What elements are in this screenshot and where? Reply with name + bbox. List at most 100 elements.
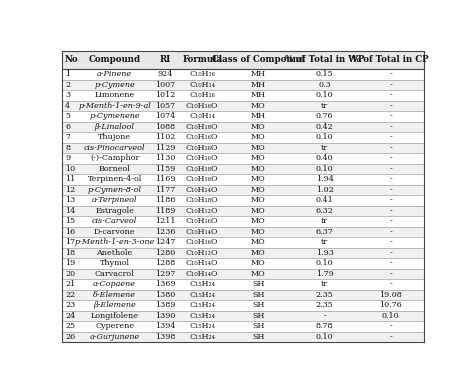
Text: SH: SH [252,280,264,288]
Text: β-Elemene: β-Elemene [93,301,136,309]
Text: % of Total in WP: % of Total in WP [285,56,364,64]
Text: p-Menth-1-en-3-one: p-Menth-1-en-3-one [74,239,155,246]
Text: SH: SH [252,301,264,309]
Bar [62,122,424,132]
Text: C₁₅H₂₄: C₁₅H₂₄ [189,312,215,320]
Text: 1211: 1211 [155,217,175,225]
Text: C₁₅H₂₄: C₁₅H₂₄ [189,333,215,341]
Text: 8: 8 [65,144,70,152]
Text: 1394: 1394 [155,322,175,330]
Text: -: - [389,175,392,183]
Text: 3: 3 [65,91,70,100]
Text: Anethole: Anethole [97,249,133,257]
Text: 6: 6 [65,123,70,131]
Text: 0.10: 0.10 [382,312,400,320]
Text: a-Terpineol: a-Terpineol [92,196,137,204]
Text: 21: 21 [65,280,75,288]
Bar [62,279,424,290]
Text: -: - [389,91,392,100]
Bar [62,153,424,164]
Text: C₁₀H₁₆O: C₁₀H₁₆O [186,102,219,110]
Text: C₁₀H₁₄O: C₁₀H₁₄O [186,270,219,278]
Text: SH: SH [252,291,264,299]
Bar [62,206,424,216]
Text: 2: 2 [65,81,70,89]
Text: -: - [323,312,326,320]
Text: 1.94: 1.94 [316,175,334,183]
Text: p-Cymene: p-Cymene [94,81,135,89]
Text: 1247: 1247 [155,239,175,246]
Text: -: - [389,207,392,215]
Text: 0.42: 0.42 [316,123,333,131]
Text: MO: MO [251,196,266,204]
Text: -: - [389,102,392,110]
Text: tr: tr [321,280,328,288]
Bar [62,311,424,321]
Text: C₁₀H₁₈O: C₁₀H₁₈O [186,123,219,131]
Text: SH: SH [252,312,264,320]
Bar [62,132,424,143]
Text: SH: SH [252,322,264,330]
Text: 0.3: 0.3 [318,81,331,89]
Text: 13: 13 [65,196,75,204]
Text: 0.40: 0.40 [316,154,333,163]
Bar [62,69,424,80]
Text: SH: SH [252,333,264,341]
Text: -: - [389,71,392,78]
Text: -: - [389,270,392,278]
Bar [62,321,424,332]
Text: cis-Pinocarveol: cis-Pinocarveol [84,144,146,152]
Bar [62,143,424,153]
Text: 1189: 1189 [155,207,175,215]
Text: 1.93: 1.93 [316,249,334,257]
Text: C₁₀H₁₆: C₁₀H₁₆ [189,71,215,78]
Text: 12: 12 [65,186,75,194]
Text: MH: MH [251,91,266,100]
Text: 1012: 1012 [155,91,175,100]
Text: 16: 16 [65,228,75,236]
Text: 17: 17 [65,239,75,246]
Text: p-Menth-1-en-9-al: p-Menth-1-en-9-al [78,102,151,110]
Text: -: - [389,280,392,288]
Text: C₁₀H₁₆O: C₁₀H₁₆O [186,239,219,246]
Text: MO: MO [251,134,266,141]
Text: 1169: 1169 [155,175,175,183]
Text: tr: tr [321,217,328,225]
Text: C₁₀H₁₈O: C₁₀H₁₈O [186,196,219,204]
Text: -: - [389,239,392,246]
Text: 0.10: 0.10 [316,259,333,267]
Text: 1280: 1280 [155,249,175,257]
Bar [62,237,424,247]
Text: Carvacrol: Carvacrol [95,270,135,278]
Text: 10.76: 10.76 [379,301,402,309]
Text: C₁₀H₁₈O: C₁₀H₁₈O [186,165,219,173]
Bar [62,332,424,342]
Text: C₁₀H₁₄: C₁₀H₁₄ [189,81,215,89]
Text: δ-Elemene: δ-Elemene [93,291,136,299]
Text: MH: MH [251,81,266,89]
Bar [62,174,424,185]
Text: MO: MO [251,154,266,163]
Text: 1186: 1186 [155,196,175,204]
Text: No: No [65,56,79,64]
Text: 1.79: 1.79 [316,270,333,278]
Text: Class of Compound: Class of Compound [212,56,305,64]
Text: 1369: 1369 [155,280,175,288]
Bar [62,195,424,206]
Text: 22: 22 [65,291,75,299]
Text: -: - [389,217,392,225]
Text: p-Cymen-8-ol: p-Cymen-8-ol [88,186,142,194]
Text: C₁₀H₁₄O: C₁₀H₁₄O [186,186,219,194]
Text: C₁₀H₁₂O: C₁₀H₁₂O [186,207,219,215]
Text: Longifolene: Longifolene [91,312,139,320]
Text: C₁₀H₁₆O: C₁₀H₁₆O [186,134,219,141]
Text: -: - [389,154,392,163]
Bar [62,185,424,195]
Text: 6.37: 6.37 [316,228,333,236]
Text: MO: MO [251,102,266,110]
Text: C₁₅H₂₄: C₁₅H₂₄ [189,301,215,309]
Text: 20: 20 [65,270,75,278]
Text: 8.78: 8.78 [316,322,333,330]
Bar [62,111,424,122]
Text: MO: MO [251,186,266,194]
